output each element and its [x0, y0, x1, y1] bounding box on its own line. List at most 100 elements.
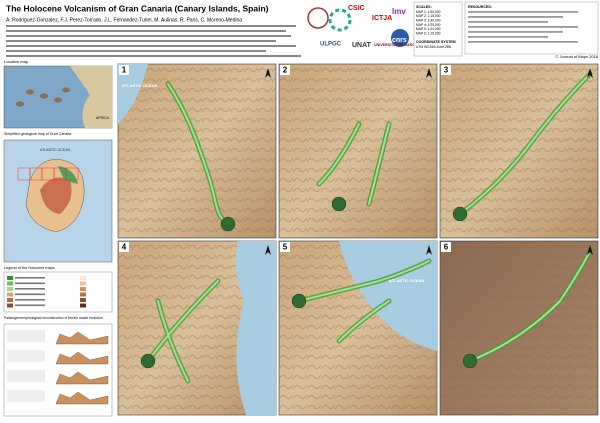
profile: [55, 371, 109, 385]
lava-flow-edge: [318, 123, 390, 205]
island: [54, 97, 62, 103]
scales-frame: [413, 1, 463, 57]
north-arrow: [587, 68, 593, 78]
evolution-title: Palaeogeomorphological reconstruction of…: [4, 316, 103, 320]
ocean-label: ATLANTIC OCEAN: [389, 278, 424, 283]
resources-frame: [464, 1, 599, 55]
legend-text: [15, 299, 45, 301]
lava-flow-edge: [459, 73, 591, 215]
legend-swatch: [7, 281, 13, 286]
profile: [55, 331, 109, 345]
title: The Holocene Volcanism of Gran Canaria (…: [6, 3, 269, 13]
map-panels: 1 ATLANTIC OCEAN 2 3 4 5 ATLANTIC OCEAN 6: [117, 63, 599, 416]
logos: CSIC ICTJA ULPGC UNAT UNIVERSITAT DE BARCELO…: [307, 5, 428, 49]
map-panel: 6: [439, 240, 599, 416]
crs: UTM WGS84 Zone 28N: [416, 45, 452, 49]
number-box: [119, 65, 129, 75]
logo-text: UNIVERSITAT DE BARCELONA: [374, 43, 428, 47]
number-box: [280, 65, 290, 75]
logo-emblem: [307, 7, 329, 29]
map-panel: 2: [278, 63, 438, 239]
legend-text: [15, 304, 45, 307]
lava-flow-edge: [298, 260, 430, 342]
legend-swatch: [7, 292, 13, 297]
sidebar: Location map AFRICA Simplified geological …: [3, 59, 113, 417]
resources-line: [468, 16, 563, 18]
legend-title: Legend of the Holocene maps: [4, 266, 55, 270]
map-panel: 5 ATLANTIC OCEAN: [278, 240, 438, 416]
hillshade: [118, 64, 276, 238]
logo-text: lmv: [392, 7, 406, 16]
volcanic-cone: [220, 216, 236, 232]
volcanic-cone: [331, 196, 347, 212]
scales-title: SCALES:: [416, 5, 432, 9]
number-box: [119, 242, 129, 252]
logo-text: UNAT: [352, 42, 372, 49]
location-title: Location map: [4, 59, 29, 64]
north-arrow: [587, 245, 593, 255]
profile: [55, 391, 109, 405]
scale-item: MAP 4: 1:25,000: [416, 23, 441, 27]
scale-item: MAP 5: 1:24,000: [416, 27, 441, 31]
legend-text: [15, 282, 45, 285]
map-panel: 1 ATLANTIC OCEAN: [117, 63, 277, 239]
volcanic-cone: [291, 293, 307, 309]
legend-swatch: [80, 292, 86, 297]
island: [26, 89, 34, 95]
evolution-text: [7, 350, 45, 362]
volcanic-cone: [140, 353, 156, 369]
resources-title: RESOURCES:: [468, 5, 492, 9]
north-arrow: [426, 245, 432, 255]
legend-swatch: [7, 303, 13, 308]
legend-swatch: [80, 281, 86, 286]
number-box: [280, 242, 290, 252]
affiliations: [6, 25, 301, 57]
panel-number: 3: [444, 66, 449, 75]
profile: [55, 351, 109, 365]
africa: AFRICA: [96, 116, 110, 120]
ocean: [236, 241, 276, 415]
panel-number: 4: [122, 243, 127, 252]
logo-emblem: [391, 29, 409, 47]
lava-flow-edge: [469, 250, 591, 362]
lava-flow-edge: [167, 83, 229, 225]
resources-line: [468, 21, 548, 23]
legend-swatch: [80, 298, 86, 302]
resources-line: [468, 11, 578, 13]
scale-item: MAP 1: 1:50,000: [416, 10, 441, 14]
island: [16, 101, 24, 107]
legend-swatch: [80, 276, 86, 280]
resources-line: [468, 41, 578, 43]
legend-swatch: [7, 298, 13, 302]
legend-swatch: [80, 287, 86, 291]
island-geology: [40, 177, 72, 214]
logo-text: CSIC: [348, 5, 365, 12]
hillshade: [279, 64, 437, 238]
map-panel: 4: [117, 240, 277, 416]
scale-item: MAP 3: 1:40,000: [416, 18, 441, 22]
resources-line: [468, 26, 578, 28]
map-panel: 3: [439, 63, 599, 239]
legend-swatch: [80, 303, 86, 308]
scale-item: MAP 2: 1:15,000: [416, 14, 441, 18]
resources-line: [468, 36, 548, 38]
north-arrow: [265, 68, 271, 78]
island: [62, 87, 70, 93]
island: [40, 93, 48, 99]
lava-flow-edge: [147, 280, 219, 382]
panel-number: 1: [122, 66, 127, 75]
panel-number: 2: [283, 66, 288, 75]
evolution-text: [7, 370, 45, 382]
ocean-label: ATLANTIC OCEAN: [40, 148, 71, 152]
logo-text: cnrs: [392, 37, 407, 44]
evolution-text: [7, 330, 45, 342]
island-geology: [58, 166, 78, 184]
authors: A. Rodriguez-Gonzalez, F.J. Perez-Torrad…: [6, 17, 242, 23]
number-box: [441, 242, 451, 252]
volcanic-cone: [452, 206, 468, 222]
grid-box: [65, 167, 79, 181]
logo-text: ULPGC: [320, 42, 342, 48]
volcanic-cone: [462, 353, 478, 369]
legend-swatch: [7, 287, 13, 291]
